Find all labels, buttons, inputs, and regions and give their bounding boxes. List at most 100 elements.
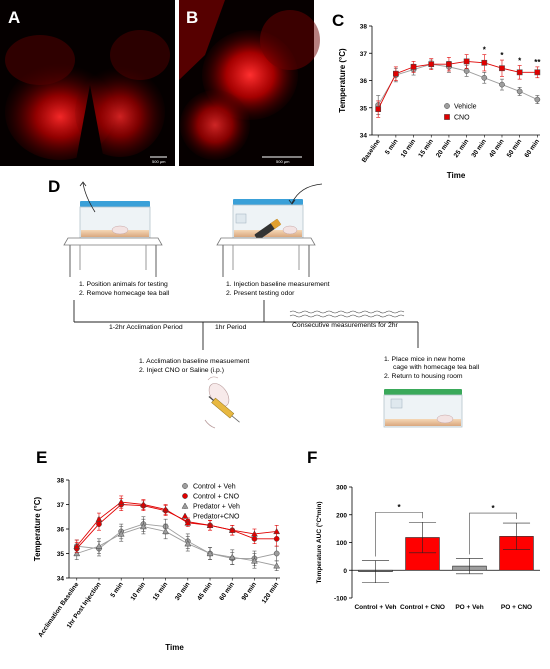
legend-marker [181, 512, 189, 519]
y-axis-label: Temperature AUC (°C*min) [315, 501, 323, 583]
table-top-2 [216, 237, 316, 246]
panel-f: F -100 0 100 200 300 Temperature AUC (°C*min)… [307, 448, 540, 611]
mouse-1 [111, 225, 129, 235]
panel-c-letter: C [332, 11, 344, 30]
data-point [463, 58, 470, 65]
y-tick-label: 37 [360, 51, 368, 58]
y-tick-label: 38 [360, 24, 368, 31]
data-point [516, 88, 523, 95]
wavy-line-1 [289, 310, 405, 314]
data-point [446, 61, 452, 67]
x-tick-label: 50 min [506, 138, 524, 159]
y-tick-label: 200 [336, 512, 347, 519]
significance-marker: * [483, 46, 487, 55]
legend-label: Control + Veh [193, 484, 236, 491]
x-tick-label: Control + Veh [354, 604, 396, 611]
step4-line3: 2. Return to housing room [384, 373, 463, 380]
data-point [73, 542, 81, 549]
x-axis-label: Time [447, 171, 466, 180]
data-point [534, 96, 541, 103]
data-point [206, 549, 214, 557]
table-top-1 [63, 237, 163, 246]
x-tick-label: 30 min [174, 581, 192, 602]
cage-lid-1 [80, 201, 150, 207]
significance-bracket [469, 512, 517, 555]
data-point [184, 519, 192, 526]
cage-lid-2 [233, 199, 303, 205]
data-point [139, 523, 147, 530]
panel-b-scale-label: 500 µm [276, 159, 290, 164]
data-point [228, 526, 236, 533]
legend-label: Control + CNO [193, 494, 240, 501]
legend-marker [182, 493, 188, 499]
legend-marker [444, 103, 450, 109]
data-point [393, 70, 399, 77]
data-point [251, 557, 258, 564]
data-point [95, 515, 103, 522]
x-tick-label: 40 min [488, 138, 506, 159]
y-tick-label: 37 [57, 502, 65, 509]
x-tick-label: 5 min [109, 581, 124, 599]
odor-vial [254, 218, 282, 241]
x-tick-label: PO + CNO [501, 604, 532, 611]
y-tick-label: 0 [343, 568, 347, 575]
syringe [208, 396, 240, 423]
x-tick-label: 90 min [241, 581, 259, 602]
significance-marker: * [500, 51, 504, 60]
y-tick-label: 34 [57, 576, 65, 583]
injection-illustration [204, 376, 240, 429]
x-tick-label: 120 min [261, 581, 281, 605]
data-point [273, 550, 280, 557]
x-tick-label: 5 min [384, 138, 399, 156]
data-point [117, 530, 125, 537]
data-point [228, 553, 236, 560]
timeline: 1-2hr Acclimation Period 1hr Period Cons… [73, 300, 419, 350]
data-point [139, 500, 147, 508]
significance-marker: ** [534, 58, 541, 67]
significance-marker: * [397, 503, 401, 512]
step2-line1: 1. Injection baseline measurement [226, 281, 330, 288]
chart-f: -100 0 100 200 300 Temperature AUC (°C*min) Co… [315, 485, 540, 611]
data-point [162, 505, 170, 513]
x-tick-label: 10 min [400, 138, 418, 159]
x-tick-label: 45 min [196, 581, 214, 602]
home-cage-bedding [385, 419, 461, 426]
period-consecutive: Consecutive measurements for 2hr [292, 322, 399, 329]
panel-b-letter: B [186, 8, 198, 27]
x-tick-label: 60 min [523, 138, 541, 159]
wavy-line-2 [289, 314, 405, 318]
panel-b: B 500 µm [179, 0, 320, 166]
arrow-insert [291, 183, 323, 204]
y-axis-label: Temperature (°C) [338, 48, 347, 113]
data-point [375, 106, 382, 112]
panel-a: A 500 µm [0, 0, 175, 166]
panel-a-ventricle [75, 85, 105, 166]
data-point [117, 498, 125, 505]
panel-f-letter: F [307, 448, 317, 467]
step3-line1: 1. Acclimation baseline measuement [139, 358, 249, 365]
series-line-1 [377, 60, 538, 110]
step4-line2: cage with homecage tea ball [393, 364, 480, 371]
cage-on-table-2 [216, 183, 323, 277]
significance-bracket [375, 511, 423, 557]
cage-on-table-1 [63, 181, 163, 277]
panel-a-letter: A [8, 8, 20, 27]
series-line-3 [76, 501, 277, 547]
step4-line1: 1. Place mice in new home [384, 356, 465, 363]
mouse-home [436, 414, 454, 424]
mouse-2 [282, 225, 298, 235]
panel-c: C 34 35 36 37 38 Baseline 5 min 10 min 15 min 20 … [332, 11, 541, 180]
y-tick-label: 36 [57, 527, 65, 534]
data-point [534, 69, 541, 76]
legend-label: Vehicle [454, 104, 477, 111]
series-line-0 [377, 63, 538, 106]
x-tick-label: 20 min [435, 138, 453, 159]
data-point [251, 530, 258, 537]
x-tick-label: PO + Veh [455, 604, 483, 611]
data-point [95, 542, 103, 549]
data-point [273, 562, 281, 569]
y-axis-label: Temperature (°C) [33, 496, 42, 561]
panel-e-letter: E [36, 448, 47, 467]
